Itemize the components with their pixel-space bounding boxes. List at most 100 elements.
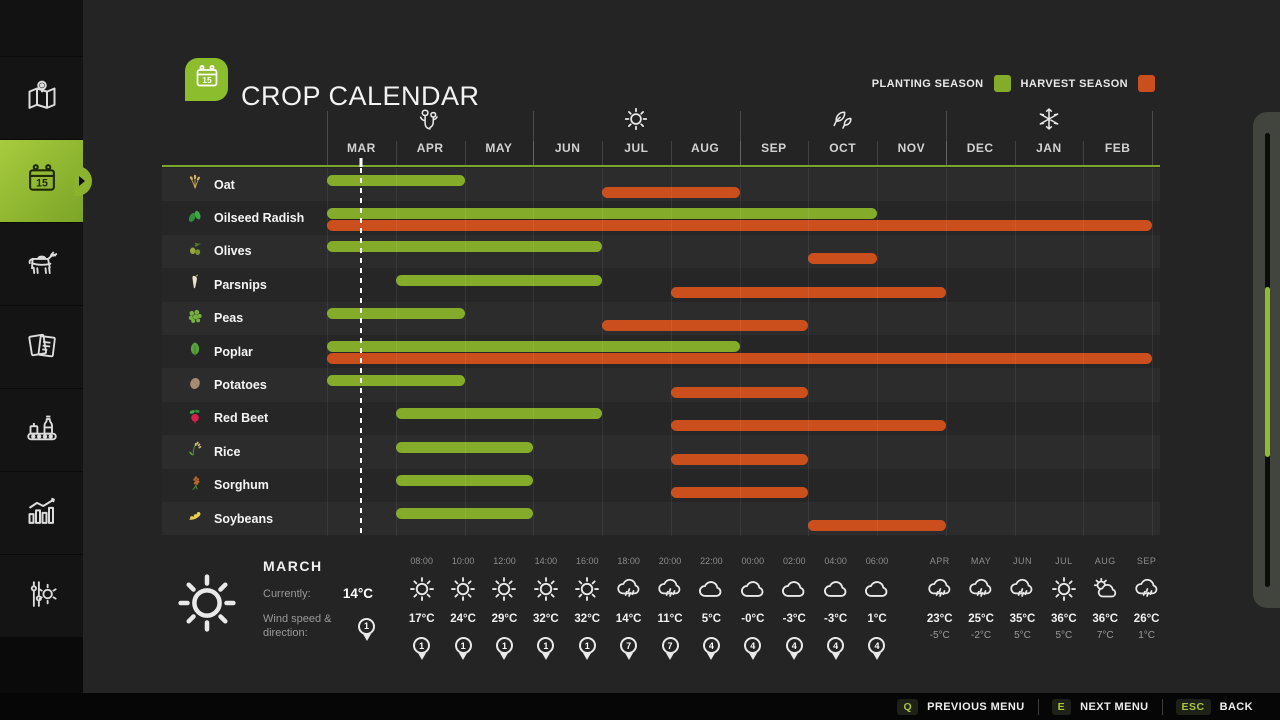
forecast-time: 02:00: [782, 556, 806, 566]
forecast-temperature: 24°C: [450, 613, 476, 625]
wind-direction-pin: 1: [358, 617, 375, 635]
month-label-feb: FEB: [1104, 141, 1131, 155]
wind-speed-value: 1: [543, 640, 549, 651]
planting-season-bar: [395, 475, 534, 487]
hourly-forecast-item: 10:00 24°C 1: [442, 556, 483, 654]
month-label-nov: NOV: [897, 141, 926, 155]
forecast-weather-icon: [1049, 574, 1079, 604]
month-tick: [1014, 141, 1016, 165]
wind-direction-pin: 1: [454, 637, 472, 654]
crop-row-rice[interactable]: Rice: [162, 435, 1160, 469]
sidebar-item-map[interactable]: [0, 57, 83, 139]
menu-shortcut-label: NEXT MENU: [1080, 700, 1149, 713]
crop-label: Rice: [186, 435, 240, 468]
forecast-month: JUN: [1012, 556, 1032, 566]
sidebar-item-icon: [22, 242, 62, 287]
planting-season-bar: [395, 441, 534, 453]
page-title: CROP CALENDAR: [241, 81, 480, 112]
forecast-time: 10:00: [451, 556, 475, 566]
sidebar-item-icon: 15: [22, 159, 62, 204]
planting-season-bar: [327, 241, 602, 253]
crop-label: Parsnips: [186, 268, 267, 301]
month-label-dec: DEC: [966, 141, 994, 155]
wind-speed-value: 4: [874, 640, 880, 651]
crop-name: Sorghum: [214, 478, 269, 493]
crop-label: Poplar: [186, 335, 253, 368]
crop-row-oat[interactable]: Oat: [162, 168, 1160, 202]
forecast-month: AUG: [1094, 556, 1116, 566]
monthly-forecast-item: JUL 36°C 5°C: [1043, 556, 1084, 641]
wind-direction-pin: 1: [578, 637, 596, 654]
bottom-menu-bar: Q PREVIOUS MENU E NEXT MENU ESC BACK: [0, 693, 1280, 720]
forecast-weather-icon: [738, 574, 768, 604]
harvest-season-bar: [670, 487, 809, 499]
crop-row-red-beet[interactable]: Red Beet: [162, 401, 1160, 436]
forecast-temperature: 11°C: [657, 613, 683, 625]
hourly-forecast-item: 00:00 -0°C 4: [732, 556, 773, 654]
month-tick: [877, 141, 878, 165]
forecast-time: 08:00: [410, 556, 433, 566]
forecast-low-temperature: -5°C: [929, 630, 950, 641]
month-tick: [1083, 141, 1085, 165]
hourly-forecast-item: 06:00 1°C 4: [856, 556, 897, 654]
forecast-time: 18:00: [617, 556, 640, 566]
crop-label: Sorghum: [186, 469, 269, 502]
wind-direction-pin: 7: [620, 637, 638, 654]
month-tick: [670, 141, 672, 165]
crop-row-poplar[interactable]: Poplar: [162, 334, 1160, 369]
wind-speed-value: 4: [833, 640, 839, 651]
crop-name: Olives: [214, 244, 252, 259]
crop-name: Potatoes: [214, 378, 267, 393]
sidebar-item-animals[interactable]: [0, 223, 83, 305]
forecast-temperature: 1°C: [867, 613, 887, 625]
forecast-low-temperature: 5°C: [1014, 630, 1031, 641]
harvest-season-bar: [808, 520, 946, 532]
sidebar-item-calendar[interactable]: 15: [0, 140, 92, 222]
month-tick: [602, 141, 603, 165]
currently-row: Currently: 14°C: [263, 586, 373, 601]
sidebar-item-production[interactable]: [0, 389, 83, 471]
sidebar-item-settings[interactable]: [0, 555, 83, 637]
crop-row-peas[interactable]: Peas: [162, 301, 1160, 335]
crop-row-olives[interactable]: Olives: [162, 234, 1160, 269]
harvest-season-label: HARVEST SEASON: [1020, 77, 1128, 90]
crop-row-oilseed-radish[interactable]: Oilseed Radish: [162, 201, 1160, 235]
forecast-weather-icon: [407, 574, 437, 604]
crop-row-potatoes[interactable]: Potatoes: [162, 368, 1160, 402]
harvest-season-swatch: [1138, 75, 1155, 92]
planting-season-bar: [327, 341, 740, 353]
menu-shortcut[interactable]: ESC BACK: [1161, 698, 1266, 715]
scrollbar-thumb[interactable]: [1265, 287, 1270, 457]
crop-row-soybeans[interactable]: Soybeans: [162, 501, 1160, 536]
crop-name: Oat: [214, 177, 235, 192]
crop-name: Peas: [214, 311, 244, 326]
planting-season-swatch: [993, 75, 1011, 92]
menu-shortcut[interactable]: Q PREVIOUS MENU: [884, 698, 1037, 715]
forecast-time: 14:00: [534, 556, 558, 566]
harvest-season-bar: [602, 320, 809, 332]
crop-timeline: MAR APR MAY JUN JUL AUG SEP OCT NOV DEC JAN FEB Oat…: [162, 105, 1160, 536]
wind-direction-pin: 1: [413, 637, 431, 654]
monthly-forecast-item: AUG 36°C 7°C: [1085, 556, 1126, 641]
crop-row-parsnips[interactable]: Parsnips: [162, 268, 1160, 302]
crop-label: Potatoes: [186, 368, 267, 401]
crop-icon: [186, 240, 204, 263]
wind-speed-value: 4: [791, 640, 797, 651]
forecast-weather-icon: [655, 574, 685, 604]
forecast-temperature: 29°C: [491, 613, 518, 625]
wind-speed-value: 7: [626, 640, 632, 651]
crop-row-sorghum[interactable]: Sorghum: [162, 468, 1160, 502]
svg-text:15: 15: [202, 75, 212, 85]
month-tick: [739, 141, 741, 165]
sidebar-item-icon: [22, 408, 62, 453]
forecast-temperature: 5°C: [701, 613, 722, 625]
wind-speed-value: 1: [584, 640, 590, 651]
forecast-low-temperature: 7°C: [1096, 630, 1114, 641]
forecast-temperature: 32°C: [574, 613, 601, 625]
menu-shortcut[interactable]: E NEXT MENU: [1037, 698, 1162, 715]
month-label-jul: JUL: [624, 141, 649, 155]
sidebar-item-contracts[interactable]: [0, 306, 83, 388]
sidebar-item-statistics[interactable]: [0, 472, 83, 554]
planting-season-bar: [327, 308, 465, 320]
crop-icon: [186, 340, 204, 363]
